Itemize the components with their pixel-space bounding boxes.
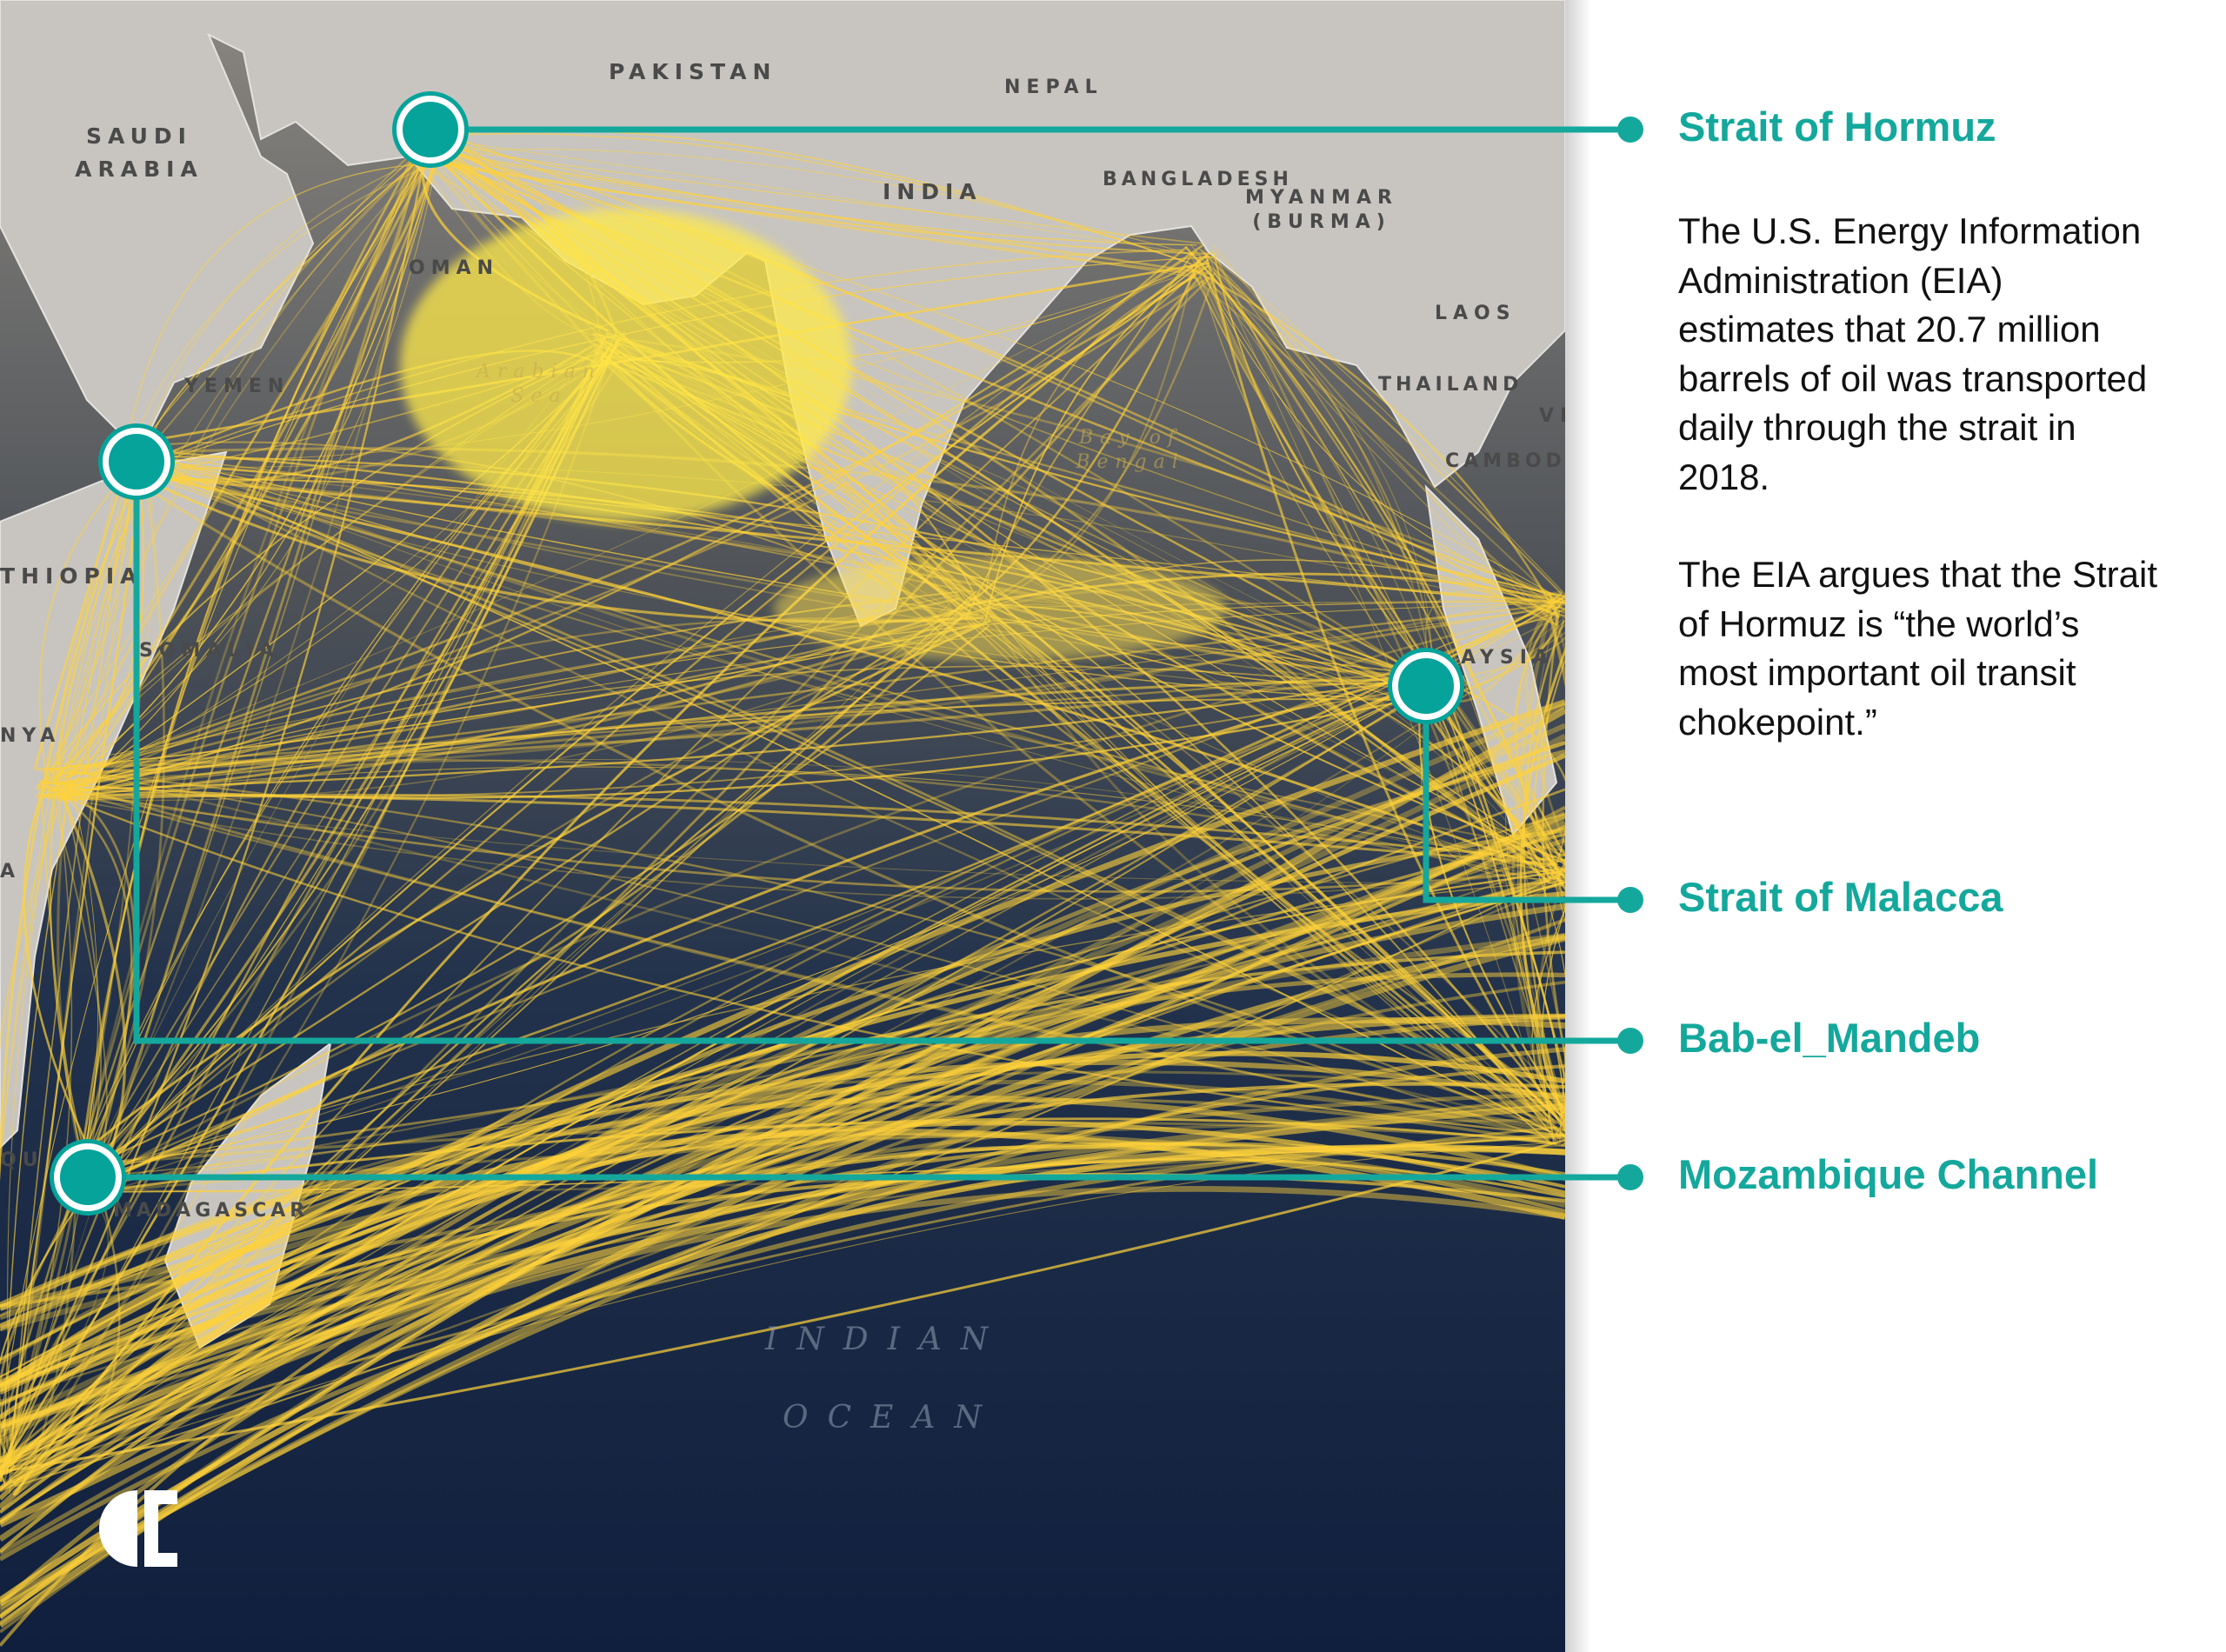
shipping-route-line xyxy=(0,1047,1565,1610)
shipping-route-line xyxy=(131,151,439,469)
shipping-route-line xyxy=(0,1133,1565,1562)
ocean-label-ocean: OCEAN xyxy=(783,1400,1001,1436)
country-label-malaysia: AYSIA xyxy=(1461,647,1554,669)
country-label-kenya: NYA xyxy=(0,725,62,747)
marker-strait-of-hormuz[interactable] xyxy=(397,96,464,163)
country-label-somalia: SOMALIA xyxy=(139,640,280,662)
shipping-route-line xyxy=(0,783,69,1462)
country-label-india: INDIA xyxy=(883,179,983,204)
shipping-route-line xyxy=(137,150,417,463)
shipping-route-line xyxy=(49,477,152,1169)
shipping-route-line xyxy=(441,148,1194,256)
shipping-route-line xyxy=(0,1185,93,1485)
country-label-myanmar: MYANMAR (BURMA) xyxy=(1244,187,1398,233)
connector-dot-malacca xyxy=(1617,887,1643,913)
shipping-route-line xyxy=(33,444,135,770)
shipping-route-line xyxy=(63,791,103,1162)
ocean-label-indian: INDIAN xyxy=(765,1322,1008,1357)
shipping-route-line xyxy=(90,1121,1550,1167)
shipping-route-line xyxy=(426,151,1192,277)
label-mozambique-channel: Mozambique Channel xyxy=(1678,1151,2099,1197)
marker-bab-el-mandeb[interactable] xyxy=(103,428,170,496)
shipping-route-line xyxy=(37,469,130,794)
country-label-laos: LAOS xyxy=(1435,303,1516,324)
shipping-route-line xyxy=(415,132,1203,270)
country-label-yemen: YEMEN xyxy=(184,376,290,397)
connector-dot-hormuz xyxy=(1617,117,1643,143)
country-label-nepal: NEPAL xyxy=(1004,77,1103,98)
shipping-route-line xyxy=(38,458,144,800)
shipping-route-line xyxy=(5,462,146,1475)
shipping-route-line xyxy=(0,1070,1565,1317)
panel-shadow xyxy=(1565,0,1591,1652)
shipping-route-line xyxy=(0,449,136,1166)
marker-mozambique-channel[interactable] xyxy=(54,1143,122,1211)
shipping-route-line xyxy=(9,475,130,1482)
label-bab-el-mandeb: Bab-el_Mandeb xyxy=(1678,1015,1981,1061)
country-label-madagascar: MADAGASCAR xyxy=(113,1200,310,1222)
country-label-mozambique: QU xyxy=(0,1149,44,1171)
shipping-route-line xyxy=(426,137,1216,259)
shipping-route-line xyxy=(417,153,1184,246)
sea-label-bay-of-bengal: Bay of Bengal xyxy=(1076,427,1185,473)
shipping-route-line xyxy=(125,163,435,450)
connector-dot-bab-el-mandeb xyxy=(1617,1028,1643,1054)
half-circle-c-logo-icon xyxy=(99,1490,177,1567)
shipping-route-line xyxy=(0,465,143,1482)
description-paragraph-1: The U.S. Energy Information Administrati… xyxy=(1678,210,2148,497)
shipping-route-line xyxy=(0,1138,1565,1474)
shipping-route-line xyxy=(0,1095,1565,1469)
shipping-routes-map: PAKISTAN NEPAL SAUDI ARABIA INDIA BANGLA… xyxy=(0,0,1565,1652)
shipping-route-line xyxy=(425,148,1209,275)
description-paragraph-2: The EIA argues that the Strait of Hormuz… xyxy=(1678,554,2157,743)
label-strait-of-malacca: Strait of Malacca xyxy=(1678,874,2003,920)
shipping-route-line xyxy=(148,141,441,446)
label-strait-of-hormuz: Strait of Hormuz xyxy=(1678,103,1996,150)
country-label-saudi-arabia: SAUDI ARABIA xyxy=(75,123,203,182)
country-label-pakistan: PAKISTAN xyxy=(609,59,777,84)
shipping-route-line xyxy=(0,1145,1565,1434)
country-label-vietnam: VI xyxy=(1539,405,1565,427)
shipping-route-line xyxy=(68,145,435,798)
country-label-tanzania: A xyxy=(0,861,22,883)
country-label-bangladesh: BANGLADESH xyxy=(1103,169,1293,190)
connector-dot-mozambique xyxy=(1617,1164,1643,1190)
country-label-ethiopia: THIOPIA xyxy=(0,563,143,589)
sea-label-arabian-sea: Arabian Sea xyxy=(477,361,602,407)
shipping-route-line xyxy=(43,783,133,1162)
shipping-route-line xyxy=(0,1092,1565,1408)
shipping-route-line xyxy=(3,458,144,1475)
shipping-route-line xyxy=(125,158,445,459)
country-label-oman: OMAN xyxy=(409,257,500,279)
shipping-route-line xyxy=(426,144,1203,244)
hormuz-description: The U.S. Energy Information Administrati… xyxy=(1678,207,2165,796)
shipping-route-line xyxy=(0,1193,109,1477)
country-label-cambodia: CAMBOD xyxy=(1445,450,1565,472)
shipping-route-line xyxy=(0,1050,1565,1389)
shipping-route-line xyxy=(122,145,428,467)
country-label-thailand: THAILAND xyxy=(1378,374,1523,396)
marker-strait-of-malacca[interactable] xyxy=(1392,652,1460,720)
shipping-route-line xyxy=(0,1095,1565,1311)
